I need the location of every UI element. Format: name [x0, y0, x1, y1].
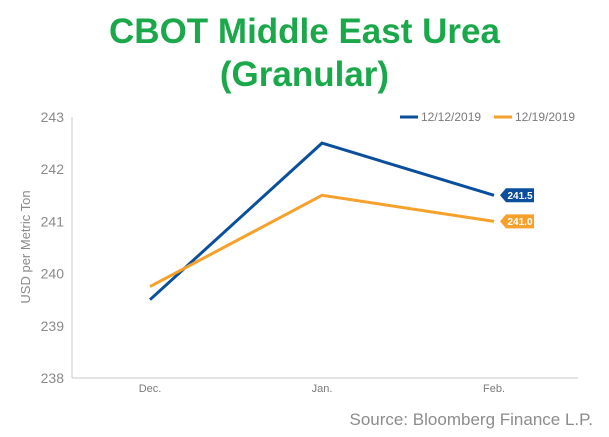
chart-title: CBOT Middle East Urea (Granular)	[0, 10, 609, 96]
y-tick-label-3: 241	[41, 213, 65, 229]
legend: 12/12/2019 12/19/2019	[400, 110, 575, 124]
x-tick-label-2: Feb.	[483, 383, 505, 395]
chart-title-line-2: (Granular)	[219, 55, 390, 94]
end-label-1: 241.0	[507, 217, 532, 228]
series-line-0	[148, 141, 495, 301]
end-labels: 241.5 241.0	[500, 188, 534, 229]
chart-title-line-1: CBOT Middle East Urea	[109, 12, 500, 51]
y-tick-label-4: 242	[41, 161, 65, 177]
y-axis-label: USD per Metric Ton	[18, 190, 33, 303]
end-label-bg-1	[500, 214, 534, 229]
y-tick-labels: 238 239 240 241 242 243	[41, 109, 65, 386]
y-tick-label-2: 240	[41, 266, 65, 282]
y-tick-label-5: 243	[41, 109, 65, 125]
end-label-bg-0	[500, 188, 534, 203]
legend-label-0: 12/12/2019	[421, 110, 481, 124]
y-tick-label-0: 238	[41, 370, 65, 386]
x-tick-label-1: Jan.	[312, 383, 333, 395]
y-tick-label-1: 239	[41, 318, 65, 334]
source-note: Source: Bloomberg Finance L.P.	[349, 410, 594, 429]
x-tick-labels: Dec. Jan. Feb.	[139, 383, 505, 395]
x-tick-label-0: Dec.	[139, 383, 162, 395]
series-lines	[148, 141, 495, 301]
series-line-1	[149, 193, 495, 288]
end-label-0: 241.5	[507, 191, 532, 202]
legend-label-1: 12/19/2019	[515, 110, 575, 124]
